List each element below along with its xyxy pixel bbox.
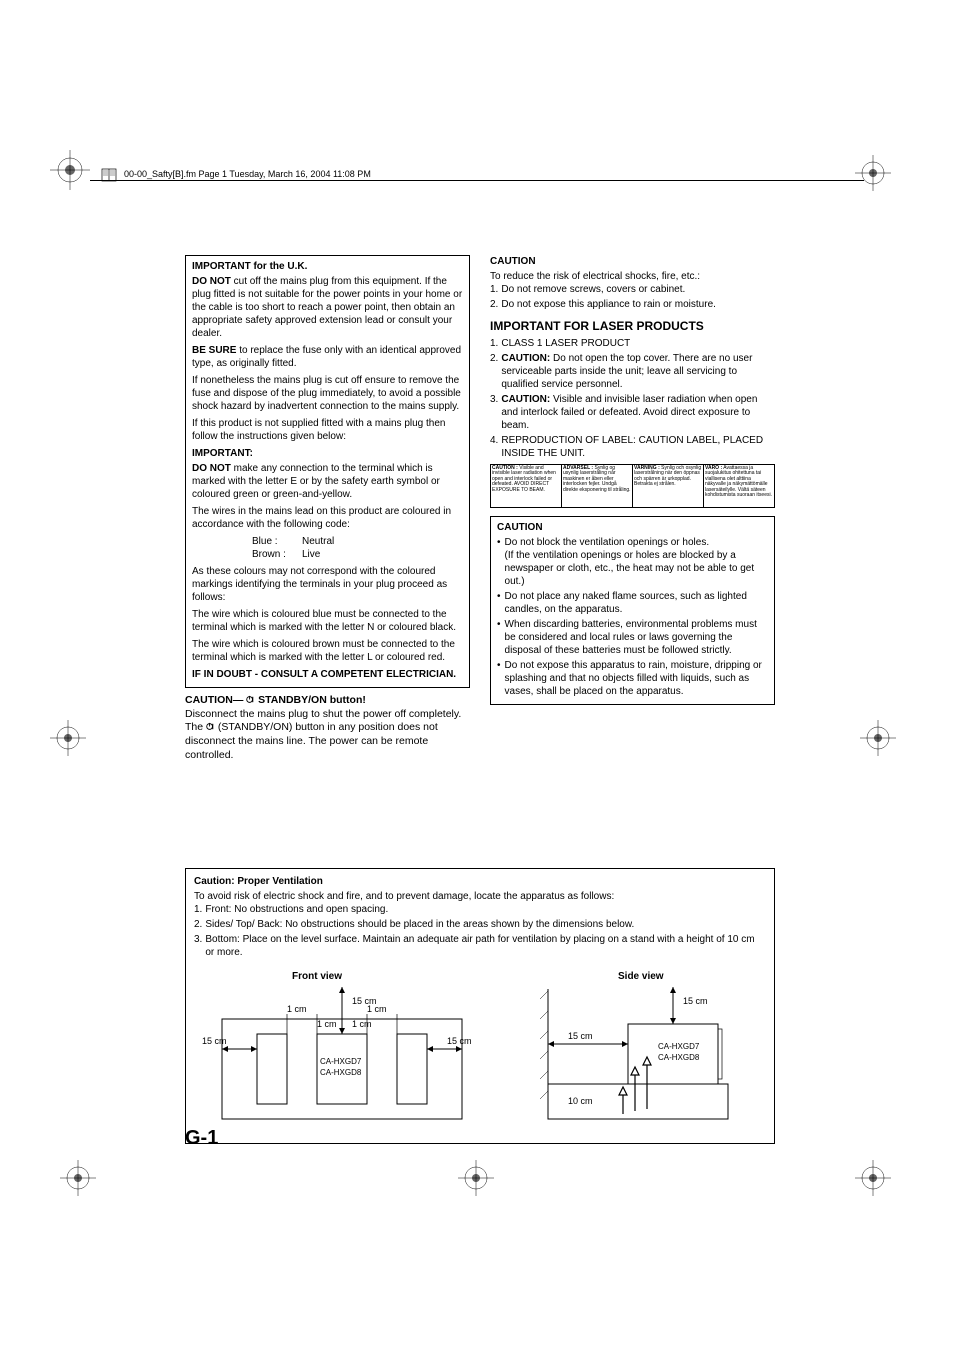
side-back-15cm: 15 cm <box>568 1031 593 1041</box>
side-view-label: Side view <box>618 971 664 982</box>
side-top-15cm: 15 cm <box>683 996 708 1006</box>
ventilation-box: Caution: Proper Ventilation To avoid ris… <box>185 868 775 1144</box>
crop-mark-br <box>855 1160 891 1196</box>
front-model1: CA-HXGD7 <box>320 1057 362 1066</box>
front-1cm-left: 1 cm <box>287 1004 307 1014</box>
page-number: G-1 <box>185 1125 218 1151</box>
uk-p7: As these colours may not correspond with… <box>192 565 463 604</box>
wire-brown-val: Live <box>302 548 320 561</box>
laser-item4: 4.REPRODUCTION OF LABEL: CAUTION LABEL, … <box>490 434 775 460</box>
caution2-box: CAUTION •Do not block the ventilation op… <box>490 516 775 705</box>
front-1cm-right: 1 cm <box>367 1004 387 1014</box>
page-header: 00-00_Safty[B].fm Page 1 Tuesday, March … <box>100 166 371 184</box>
uk-p8: The wire which is coloured blue must be … <box>192 608 463 634</box>
caution1-item1: 1.Do not remove screws, covers or cabine… <box>490 283 775 296</box>
front-1cm-label-r: 1 cm <box>352 1019 372 1029</box>
caution2-b3: •When discarding batteries, environmenta… <box>497 618 768 657</box>
vent-item1: 1.Front: No obstructions and open spacin… <box>194 903 766 916</box>
book-icon <box>100 166 118 184</box>
front-model2: CA-HXGD8 <box>320 1068 362 1077</box>
caution1-item2: 2.Do not expose this appliance to rain o… <box>490 298 775 311</box>
laser-item3: 3.CAUTION: Visible and invisible laser r… <box>490 393 775 432</box>
caution2-b2: •Do not place any naked flame sources, s… <box>497 590 768 616</box>
front-view-label: Front view <box>292 971 342 982</box>
side-10cm: 10 cm <box>568 1096 593 1106</box>
standby-body: Disconnect the mains plug to shut the po… <box>185 708 461 761</box>
main-content: IMPORTANT for the U.K. DO NOT cut off th… <box>185 255 775 762</box>
wire-table: Blue :Neutral Brown :Live <box>252 535 463 561</box>
standby-icon <box>246 695 255 704</box>
uk-p4: If this product is not supplied fitted w… <box>192 417 463 443</box>
standby-title: CAUTION— STANDBY/ON button! <box>185 694 366 706</box>
front-1cm-label-l: 1 cm <box>317 1019 337 1029</box>
uk-title: IMPORTANT for the U.K. <box>192 260 463 273</box>
side-model1: CA-HXGD7 <box>658 1042 700 1051</box>
vent-item2: 2.Sides/ Top/ Back: No obstructions shou… <box>194 918 766 931</box>
left-column: IMPORTANT for the U.K. DO NOT cut off th… <box>185 255 470 762</box>
front-right-15cm: 15 cm <box>447 1036 472 1046</box>
uk-important-label: IMPORTANT: <box>192 447 463 460</box>
crop-mark-tr <box>855 155 891 191</box>
wire-blue-label: Blue : <box>252 535 302 548</box>
uk-p3: If nonetheless the mains plug is cut off… <box>192 374 463 413</box>
side-view-diagram: Side view 15 cm <box>528 969 758 1133</box>
vent-title: Caution: Proper Ventilation <box>194 875 766 888</box>
ventilation-diagrams: Front view 15 cm 1 cm 1 <box>194 969 766 1133</box>
wire-blue-val: Neutral <box>302 535 334 548</box>
standby-caution: CAUTION— STANDBY/ON button! Disconnect t… <box>185 694 470 762</box>
crop-mark-tl <box>50 150 90 190</box>
side-model2: CA-HXGD8 <box>658 1053 700 1062</box>
caution-label-reproduction: CAUTION : Visible and invisible laser ra… <box>490 464 775 508</box>
standby-icon-inline <box>206 722 215 731</box>
crop-mark-mr <box>860 720 896 756</box>
uk-p10: IF IN DOUBT - CONSULT A COMPETENT ELECTR… <box>192 668 463 681</box>
header-rule <box>90 180 864 181</box>
crop-mark-ml <box>50 720 86 756</box>
uk-important-box: IMPORTANT for the U.K. DO NOT cut off th… <box>185 255 470 688</box>
laser-item1: 1.CLASS 1 LASER PRODUCT <box>490 337 775 350</box>
caution2-b4: •Do not expose this apparatus to rain, m… <box>497 659 768 698</box>
laser-item2: 2.CAUTION: Do not open the top cover. Th… <box>490 352 775 391</box>
crop-mark-bc <box>458 1160 494 1196</box>
front-view-diagram: Front view 15 cm 1 cm 1 <box>202 969 482 1133</box>
caution2-title: CAUTION <box>497 521 768 534</box>
caution2-b1: •Do not block the ventilation openings o… <box>497 536 768 588</box>
uk-p6: The wires in the mains lead on this prod… <box>192 505 463 531</box>
uk-p9: The wire which is coloured brown must be… <box>192 638 463 664</box>
caution1-title: CAUTION <box>490 255 775 268</box>
front-left-15cm: 15 cm <box>202 1036 227 1046</box>
vent-intro: To avoid risk of electric shock and fire… <box>194 890 766 903</box>
vent-item3: 3.Bottom: Place on the level surface. Ma… <box>194 933 766 959</box>
right-column: CAUTION To reduce the risk of electrical… <box>490 255 775 762</box>
uk-p2: BE SURE to replace the fuse only with an… <box>192 344 463 370</box>
crop-mark-bl <box>60 1160 96 1196</box>
caution1-intro: To reduce the risk of electrical shocks,… <box>490 270 775 283</box>
wire-brown-label: Brown : <box>252 548 302 561</box>
uk-p1: DO NOT cut off the mains plug from this … <box>192 275 463 340</box>
uk-p5: DO NOT make any connection to the termin… <box>192 462 463 501</box>
laser-title: IMPORTANT FOR LASER PRODUCTS <box>490 319 775 335</box>
